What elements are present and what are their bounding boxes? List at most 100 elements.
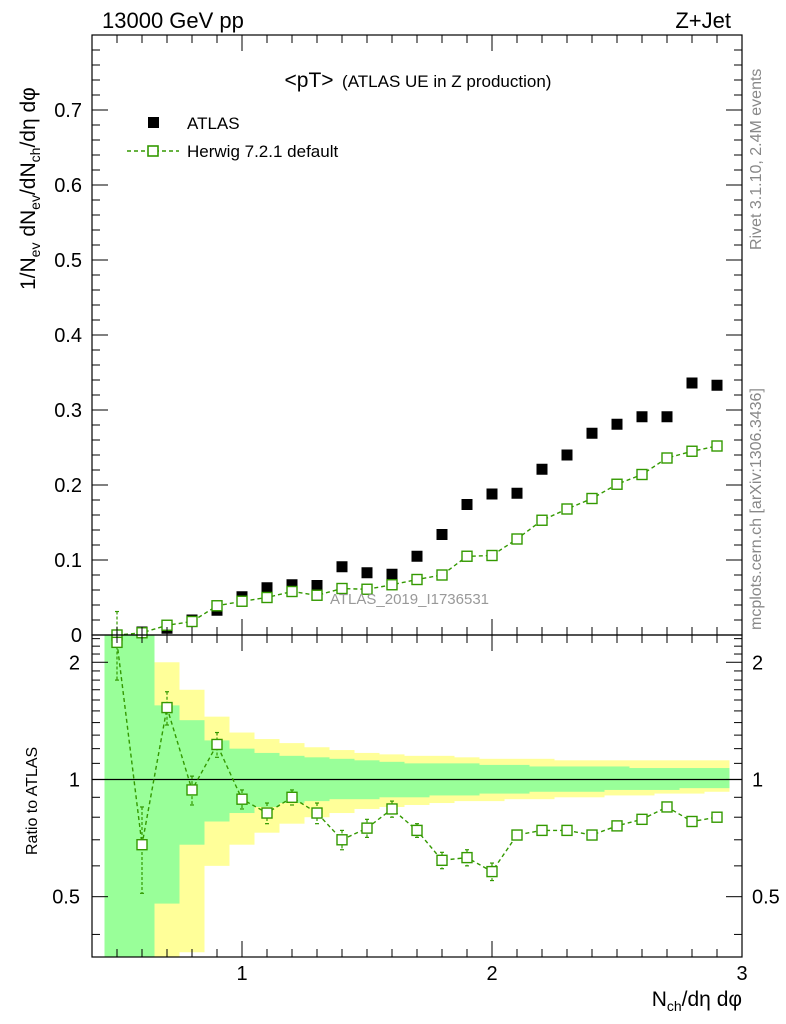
x-axis-label: Nch/dη dφ xyxy=(652,988,742,1014)
herwig-point xyxy=(286,585,298,598)
ratio-point xyxy=(486,865,498,878)
header-left: 13000 GeV pp xyxy=(102,8,244,33)
ratio-point xyxy=(611,820,623,832)
herwig-point xyxy=(336,582,348,595)
atlas-point xyxy=(486,488,498,500)
main-y-tick-label: 0.7 xyxy=(54,100,82,122)
ratio-y-axis-label: Ratio to ATLAS xyxy=(24,747,41,855)
herwig-point xyxy=(461,550,473,562)
legend-herwig-label: Herwig 7.2.1 default xyxy=(187,142,338,161)
ratio-point xyxy=(311,807,323,819)
x-tick-label: 3 xyxy=(736,963,747,985)
atlas-point xyxy=(536,463,548,475)
ratio-point xyxy=(586,829,598,841)
main-y-tick-label: 0.6 xyxy=(54,175,82,197)
main-y-tick-label: 0.5 xyxy=(54,250,82,272)
legend-atlas-marker xyxy=(148,117,159,128)
ratio-point xyxy=(186,784,198,796)
atlas-point xyxy=(386,568,398,580)
herwig-point xyxy=(611,478,623,490)
atlas-point xyxy=(711,379,723,391)
atlas-point xyxy=(661,411,673,423)
x-tick-label: 1 xyxy=(236,963,247,985)
ratio-y-tick-label: 0.5 xyxy=(52,887,80,909)
ratio-point xyxy=(336,834,348,846)
ratio-point xyxy=(461,851,473,864)
atlas-point xyxy=(336,561,348,573)
ratio-point xyxy=(161,701,173,714)
herwig-point xyxy=(711,440,723,452)
ratio-y-tick-label: 1 xyxy=(69,769,80,791)
ratio-bands xyxy=(104,635,730,957)
ratio-point xyxy=(136,838,148,851)
main-y-tick-label: 0.4 xyxy=(54,325,82,347)
main-y-tick-label: 0 xyxy=(71,625,82,647)
legend: ATLAS Herwig 7.2.1 default xyxy=(127,114,338,161)
herwig-point xyxy=(361,583,373,595)
ratio-point xyxy=(361,822,373,834)
ratio-point xyxy=(636,813,648,826)
atlas-point xyxy=(561,449,573,461)
ratio-y-tick-label-right: 0.5 xyxy=(752,887,780,909)
herwig-point xyxy=(411,573,423,586)
ratio-y-tick-label-right: 1 xyxy=(752,769,763,791)
herwig-point xyxy=(386,579,398,591)
watermark: ATLAS_2019_I1736531 xyxy=(330,591,489,608)
side-label-rivet: Rivet 3.1.10, 2.4M events xyxy=(748,69,765,250)
legend-atlas-label: ATLAS xyxy=(187,114,240,133)
ratio-point xyxy=(536,824,548,837)
atlas-point xyxy=(311,580,323,591)
atlas-point xyxy=(286,579,298,591)
atlas-point xyxy=(361,567,373,579)
atlas-point xyxy=(411,550,423,562)
ratio-point xyxy=(386,803,398,815)
herwig-point xyxy=(661,452,673,464)
herwig-point xyxy=(536,514,548,526)
atlas-point xyxy=(611,418,623,430)
ratio-point xyxy=(661,801,673,813)
x-tick-label: 2 xyxy=(486,963,497,985)
herwig-point xyxy=(511,533,523,545)
atlas-point xyxy=(511,487,523,499)
main-y-tick-label: 0.1 xyxy=(54,550,82,572)
ratio-y-tick-label: 2 xyxy=(69,652,80,674)
chart-title: <pT> (ATLAS UE in Z production) xyxy=(285,69,552,92)
atlas-point xyxy=(436,529,448,540)
ratio-point xyxy=(236,793,248,805)
atlas-point xyxy=(686,377,698,389)
ratio-plot xyxy=(92,610,742,894)
ratio-point xyxy=(561,824,573,837)
band-inner-bin xyxy=(154,705,180,904)
legend-herwig-marker xyxy=(147,145,159,157)
band-inner-bin xyxy=(704,768,730,789)
band-inner-bin xyxy=(404,763,430,798)
atlas-point xyxy=(461,499,473,510)
herwig-point xyxy=(261,591,273,604)
ratio-point xyxy=(711,811,723,823)
herwig-point xyxy=(636,468,648,481)
herwig-point xyxy=(686,445,698,457)
band-inner-bin xyxy=(679,768,705,789)
herwig-point xyxy=(211,600,223,612)
atlas-point xyxy=(586,427,598,439)
herwig-point xyxy=(236,595,248,607)
ratio-point xyxy=(686,815,698,828)
ratio-point xyxy=(436,854,448,867)
herwig-point xyxy=(436,569,448,581)
ratio-point xyxy=(211,738,223,751)
ratio-point xyxy=(511,829,523,841)
header-right: Z+Jet xyxy=(675,8,731,33)
ratio-y-tick-label-right: 2 xyxy=(752,652,763,674)
band-inner-bin xyxy=(104,635,130,957)
main-y-axis-label: 1/Nev dNev/dNch/dη dφ xyxy=(17,87,43,290)
herwig-point xyxy=(311,589,323,601)
chart-title-sub: (ATLAS UE in Z production) xyxy=(342,72,551,91)
herwig-point xyxy=(486,549,498,562)
main-y-tick-label: 0.2 xyxy=(54,475,82,497)
plot-frames: 0 0.1 0.2 0.3 0.4 0.5 0.6 0.7 1 2 3 0.5 0.5 1 1 2 2 xyxy=(52,34,780,985)
side-label-mcplots: mcplots.cern.ch [arXiv:1306.3436] xyxy=(748,388,765,630)
atlas-point xyxy=(636,411,648,423)
ratio-point xyxy=(411,824,423,837)
herwig-point xyxy=(186,615,198,628)
